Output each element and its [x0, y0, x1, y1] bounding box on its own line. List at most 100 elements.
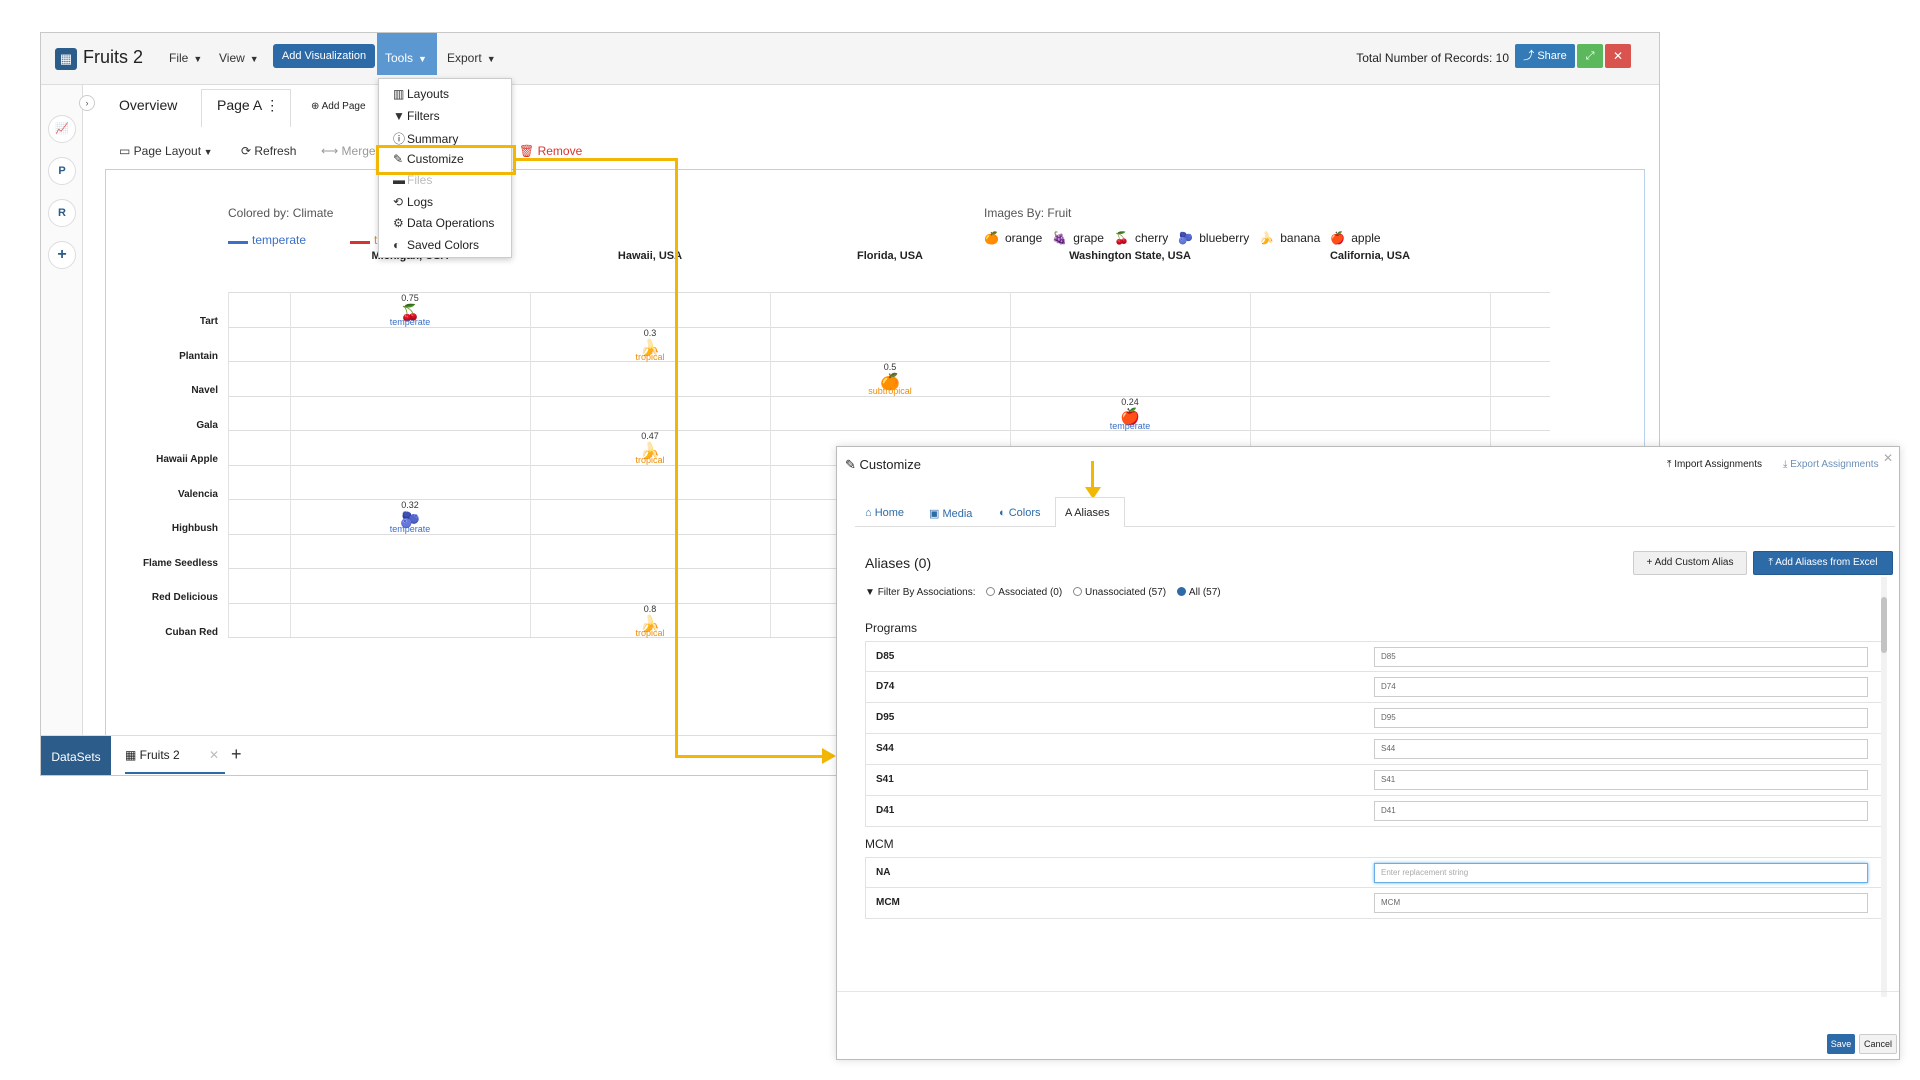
alias-input[interactable]: D85 [1374, 647, 1868, 667]
chevron-right-icon[interactable]: › [79, 95, 95, 111]
fruit-legend-label: orange [1004, 231, 1043, 245]
cancel-button[interactable]: Cancel [1859, 1034, 1897, 1054]
alias-input[interactable]: D95 [1374, 708, 1868, 728]
layout-icon: ▭ [119, 144, 134, 158]
alias-input[interactable]: S44 [1374, 739, 1868, 759]
radio-unassociated[interactable] [1072, 587, 1082, 596]
save-button[interactable]: Save [1827, 1034, 1855, 1054]
menu-item-label: Saved Colors [407, 237, 480, 252]
menu-item-saved-colors[interactable]: ◐ Saved Colors [393, 238, 479, 252]
legend-colored-by: Colored by: Climate [228, 206, 334, 220]
close-button[interactable]: ✕ [1605, 44, 1631, 68]
menu-item-layouts[interactable]: ▥ Layouts [393, 87, 449, 101]
row-label: Plantain [179, 350, 218, 362]
export-assignments-link[interactable]: ⤓ Export Assignments [1783, 459, 1879, 470]
blueberry-icon[interactable]: 🫐 [400, 512, 420, 530]
legend-images-by: Images By: Fruit [984, 206, 1072, 220]
menu-item-label: Customize [407, 151, 464, 166]
close-icon[interactable]: ✕ [1882, 451, 1893, 465]
top-bar: ▦ Fruits 2 File ▼ View ▼ Add Visualization… [41, 33, 1659, 85]
tab-page-a-frame [201, 89, 291, 127]
alias-input[interactable]: Enter replacement string [1374, 863, 1868, 883]
menu-item-label: Summary [407, 132, 459, 146]
add-aliases-from-excel-button[interactable]: ⤒ Add Aliases from Excel [1753, 551, 1893, 575]
radio-all[interactable] [1176, 587, 1186, 596]
aliases-heading: Aliases (0) [865, 555, 932, 571]
rail-p-button[interactable]: P [48, 157, 76, 185]
row-label: Red Delicious [151, 592, 218, 603]
upload-icon: ⤒ [1768, 557, 1776, 568]
banana-icon[interactable]: 🍌 [640, 615, 660, 633]
add-page-button[interactable]: ⊕ Add Page [311, 101, 366, 112]
fruit-legend-label: apple [1351, 231, 1381, 245]
alias-key: NA [876, 867, 891, 878]
tab-page-a[interactable]: Page A ⋮ [217, 97, 280, 113]
menu-export[interactable]: Export ▼ [447, 51, 496, 65]
scrollbar-thumb[interactable] [1881, 597, 1887, 653]
modal-tab-colors[interactable]: ◐ Colors [999, 507, 1041, 519]
share-button[interactable]: ⤴ Share [1515, 44, 1575, 68]
legend-swatch-temperate [228, 241, 248, 244]
grid-line-horizontal [228, 292, 1550, 293]
menu-item-summary[interactable]: ⓘ Summary [393, 130, 458, 147]
data-point-climate: subtropical [868, 386, 912, 397]
chart-icon[interactable]: 📈 [48, 115, 76, 143]
cherry-icon[interactable]: 🍒 [400, 305, 420, 323]
data-point-value: 0.24 [1121, 396, 1139, 407]
alias-input[interactable]: MCM [1374, 893, 1868, 913]
refresh-button[interactable]: ⟳ Refresh [241, 144, 297, 158]
add-dataset-icon[interactable]: + [231, 744, 242, 764]
banana-icon[interactable]: 🍌 [640, 443, 660, 461]
alias-input[interactable]: S41 [1374, 770, 1868, 790]
grid-line-vertical [290, 292, 291, 637]
menu-item-data-operations[interactable]: ⚙ Data Operations [393, 216, 494, 230]
fruit-legend-label: blueberry [1199, 231, 1250, 245]
close-tab-icon[interactable]: ✕ [209, 748, 220, 762]
data-point-climate: temperate [1109, 420, 1151, 431]
banana-icon: 🍌 [1259, 231, 1275, 245]
menu-item-customize[interactable]: ✎ Customize [393, 152, 464, 166]
add-custom-alias-button[interactable]: + Add Custom Alias [1633, 551, 1747, 575]
remove-button[interactable]: 🗑 Remove [519, 144, 583, 158]
menu-item-logs[interactable]: ⟲ Logs [393, 195, 433, 209]
rail-r-button[interactable]: R [48, 199, 76, 227]
grid-line-horizontal [228, 361, 1550, 362]
left-rail: 📈 P R + [41, 85, 83, 735]
orange-icon[interactable]: 🍊 [880, 374, 900, 392]
expand-button[interactable]: ⤢ [1577, 44, 1603, 68]
datasets-tab[interactable]: DataSets [41, 736, 111, 775]
import-assignments-link[interactable]: ⤒ Import Assignments [1667, 459, 1763, 470]
dataset-tab-fruits[interactable]: ▦ Fruits 2 [125, 748, 180, 762]
alias-row: D41 D41 [865, 796, 1885, 827]
rail-add-button[interactable]: + [48, 241, 76, 269]
modal-tab-aliases[interactable]: A Aliases [1065, 507, 1110, 519]
add-visualization-button[interactable]: Add Visualization [273, 44, 375, 68]
active-tab-underline [125, 772, 225, 774]
banana-icon[interactable]: 🍌 [640, 339, 660, 357]
menu-item-filters[interactable]: ▼ Filters [393, 109, 440, 123]
menu-file[interactable]: File ▼ [169, 51, 203, 65]
page-layout-button[interactable]: ▭ Page Layout ▼ [119, 144, 213, 158]
modal-tab-media[interactable]: ▣ Media [929, 508, 973, 520]
tab-overview[interactable]: Overview [119, 97, 178, 113]
legend-swatch-tropical [350, 241, 370, 244]
fruit-legend: 🍊 orange 🍇 grape 🍒 cherry 🫐 blueberry 🍌 banana 🍎 ap… [984, 231, 1381, 245]
alias-input[interactable]: D41 [1374, 801, 1868, 821]
data-point-value: 0.75 [401, 293, 419, 304]
menu-item-files[interactable]: ▬ Files [393, 173, 432, 187]
alias-input[interactable]: D74 [1374, 677, 1868, 697]
orange-icon: 🍊 [984, 231, 999, 245]
merge-button[interactable]: ⟷ Merge [321, 144, 376, 158]
apple-icon[interactable]: 🍎 [1120, 408, 1140, 426]
menu-view[interactable]: View ▼ [219, 51, 259, 65]
menu-tools[interactable]: Tools ▼ [377, 33, 437, 75]
font-icon: A [1065, 507, 1075, 519]
image-icon: ▣ [929, 508, 943, 520]
more-vertical-icon[interactable]: ⋮ [265, 97, 280, 113]
alias-row: MCM MCM [865, 888, 1885, 919]
filter-icon: ▼ [393, 108, 405, 123]
modal-tab-home[interactable]: ⌂ Home [865, 507, 905, 519]
scrollbar-track[interactable] [1881, 577, 1887, 997]
mcm-section-title: MCM [865, 837, 894, 851]
radio-associated[interactable] [986, 587, 996, 596]
